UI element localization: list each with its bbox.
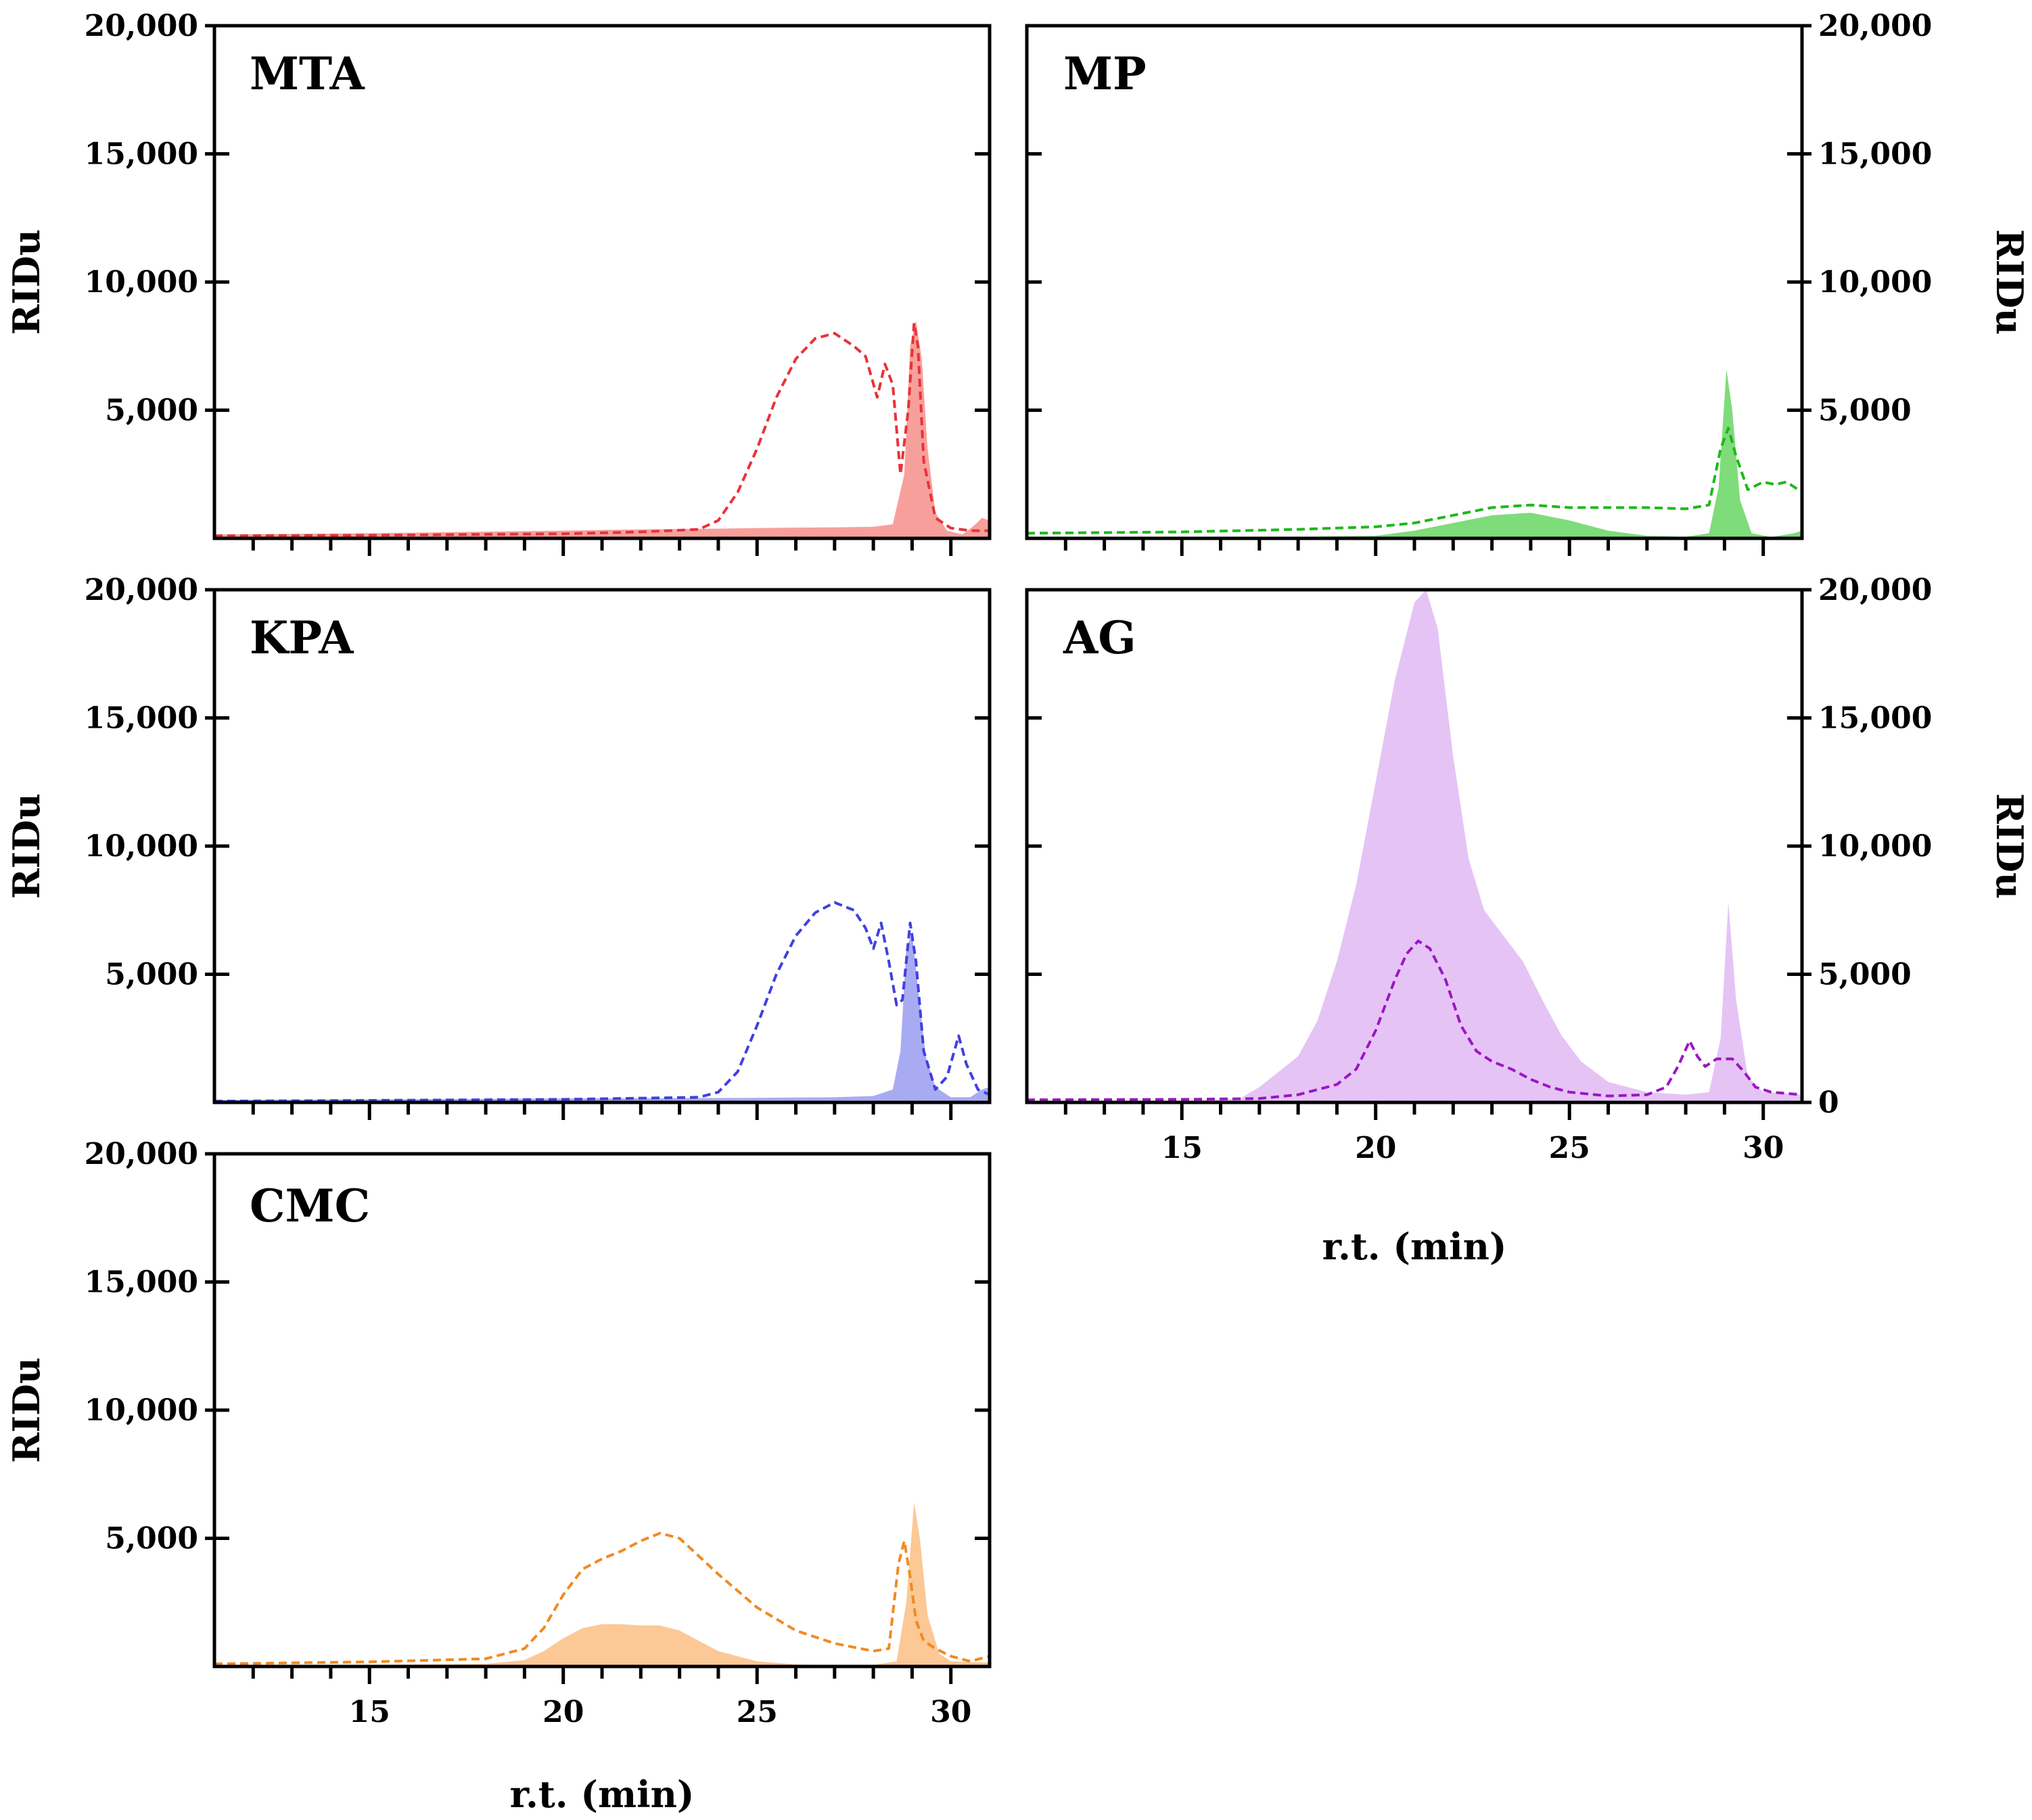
y-tick-label: 20,000: [85, 1137, 198, 1171]
y-tick-label: 10,000: [85, 1393, 198, 1428]
x-tick-label: 20: [542, 1695, 584, 1729]
y-tick-label: 5,000: [1818, 958, 1912, 992]
y-tick-label: 5,000: [105, 1522, 198, 1556]
dashed-series-dashed: [1027, 427, 1802, 535]
x-axis-title: r.t. (min): [1322, 1225, 1507, 1268]
y-tick-label: 15,000: [85, 137, 198, 172]
y-tick-label: 5,000: [1818, 394, 1912, 428]
dashed-series-dashed: [214, 1531, 990, 1666]
y-axis-title: RIDu: [5, 793, 48, 899]
panel-mta: 5,000 10,000 15,000 20,000 MTA RIDu: [5, 9, 992, 556]
panel-mp: 5,000 10,000 15,000 20,000 MP RIDu: [1025, 9, 2031, 556]
y-axis-title: RIDu: [1988, 793, 2031, 899]
y-tick-label: 10,000: [1818, 265, 1932, 300]
dashed-series-dashed: [214, 321, 990, 538]
y-tick-label: 15,000: [85, 1265, 198, 1300]
x-tick-label: 30: [930, 1695, 971, 1729]
y-tick-label: 20,000: [1818, 9, 1932, 43]
y-axis-title: RIDu: [5, 229, 48, 335]
area-series-filled: [214, 1502, 990, 1666]
area-series-filled: [1027, 369, 1802, 538]
y-tick-label: 20,000: [85, 573, 198, 607]
x-tick-label: 25: [737, 1695, 778, 1729]
panel-cmc: 5,000 10,000 15,000 20,000 15 20 25 30 CMC RIDu…: [5, 1137, 992, 1816]
y-tick-label: 10,000: [85, 829, 198, 864]
y-tick-label: 15,000: [1818, 137, 1932, 172]
y-tick-label: 5,000: [105, 958, 198, 992]
y-tick-label: 0: [1818, 1086, 1839, 1120]
area-series-filled: [1027, 590, 1802, 1102]
y-tick-label: 10,000: [85, 265, 198, 300]
y-tick-label: 15,000: [1818, 701, 1932, 736]
dashed-series-dashed: [214, 901, 990, 1102]
y-tick-label: 20,000: [85, 9, 198, 43]
y-tick-label: 10,000: [1818, 829, 1932, 864]
x-tick-label: 15: [349, 1695, 390, 1729]
x-tick-label: 25: [1549, 1131, 1590, 1165]
x-axis-title: r.t. (min): [510, 1773, 695, 1816]
area-series-filled: [214, 933, 990, 1102]
x-tick-label: 20: [1355, 1131, 1396, 1165]
panel-label: AG: [1063, 611, 1136, 664]
y-axis-title: RIDu: [5, 1357, 48, 1463]
panel-label: KPA: [250, 611, 354, 664]
panel-label: MTA: [250, 47, 365, 100]
panel-ag: 0 5,000 10,000 15,000 20,000 15 20 25 30 AG RIDu…: [1025, 573, 2031, 1268]
panel-label: CMC: [250, 1180, 370, 1232]
x-tick-label: 15: [1161, 1131, 1203, 1165]
panel-label: MP: [1063, 47, 1147, 100]
y-axis-title: RIDu: [1988, 229, 2031, 335]
dashed-series-dashed: [1027, 939, 1802, 1102]
panel-kpa: 5,000 10,000 15,000 20,000 KPA RIDu: [5, 573, 992, 1120]
y-tick-label: 15,000: [85, 701, 198, 736]
y-tick-label: 20,000: [1818, 573, 1932, 607]
y-tick-label: 5,000: [105, 394, 198, 428]
x-tick-label: 30: [1742, 1131, 1784, 1165]
